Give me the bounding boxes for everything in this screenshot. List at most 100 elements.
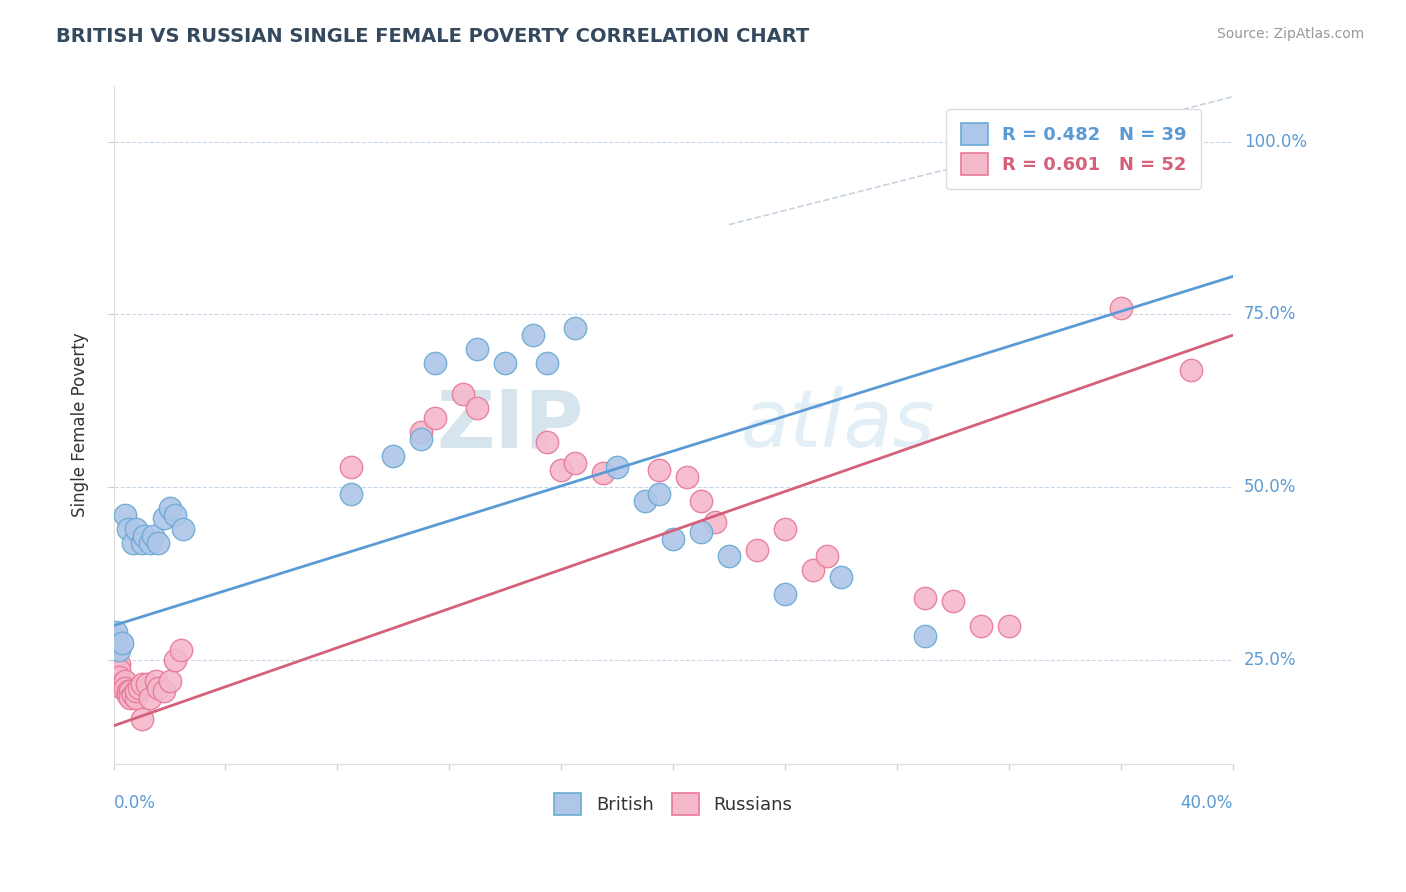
- Legend: British, Russians: British, Russians: [547, 786, 799, 822]
- Point: [105, 632, 128, 647]
- Text: ZIP: ZIP: [436, 386, 583, 464]
- Point: [131, 535, 153, 549]
- Point: [914, 629, 936, 643]
- Point: [1180, 363, 1202, 377]
- Point: [914, 591, 936, 605]
- Point: [634, 494, 657, 508]
- Point: [606, 459, 628, 474]
- Point: [170, 642, 193, 657]
- Point: [108, 642, 131, 657]
- Point: [120, 684, 142, 698]
- Point: [125, 684, 148, 698]
- Point: [550, 463, 572, 477]
- Point: [159, 673, 181, 688]
- Text: 25.0%: 25.0%: [1244, 651, 1296, 669]
- Point: [465, 342, 488, 356]
- Point: [1095, 155, 1118, 169]
- Point: [145, 673, 167, 688]
- Point: [704, 515, 727, 529]
- Point: [773, 522, 796, 536]
- Text: Source: ZipAtlas.com: Source: ZipAtlas.com: [1216, 27, 1364, 41]
- Point: [120, 691, 142, 706]
- Point: [998, 618, 1021, 632]
- Point: [165, 653, 187, 667]
- Point: [676, 470, 699, 484]
- Point: [136, 677, 159, 691]
- Point: [815, 549, 838, 564]
- Point: [117, 522, 139, 536]
- Point: [411, 432, 433, 446]
- Point: [108, 670, 131, 684]
- Point: [139, 691, 162, 706]
- Point: [105, 649, 128, 664]
- Point: [153, 511, 176, 525]
- Point: [148, 681, 170, 695]
- Point: [718, 549, 741, 564]
- Point: [564, 456, 586, 470]
- Point: [105, 625, 128, 640]
- Point: [648, 487, 671, 501]
- Point: [340, 459, 363, 474]
- Point: [105, 632, 128, 647]
- Point: [942, 594, 965, 608]
- Point: [690, 494, 713, 508]
- Point: [108, 664, 131, 678]
- Point: [340, 487, 363, 501]
- Point: [122, 535, 145, 549]
- Point: [122, 688, 145, 702]
- Point: [108, 657, 131, 671]
- Point: [984, 155, 1007, 169]
- Point: [114, 508, 136, 522]
- Point: [690, 525, 713, 540]
- Point: [592, 467, 614, 481]
- Y-axis label: Single Female Poverty: Single Female Poverty: [72, 333, 89, 517]
- Point: [117, 684, 139, 698]
- Text: BRITISH VS RUSSIAN SINGLE FEMALE POVERTY CORRELATION CHART: BRITISH VS RUSSIAN SINGLE FEMALE POVERTY…: [56, 27, 810, 45]
- Text: 40.0%: 40.0%: [1181, 795, 1233, 813]
- Point: [801, 563, 824, 577]
- Point: [111, 677, 134, 691]
- Point: [536, 435, 558, 450]
- Point: [159, 501, 181, 516]
- Point: [970, 155, 993, 169]
- Point: [1081, 155, 1104, 169]
- Point: [139, 535, 162, 549]
- Point: [117, 688, 139, 702]
- Text: 75.0%: 75.0%: [1244, 305, 1296, 324]
- Point: [648, 463, 671, 477]
- Point: [142, 529, 165, 543]
- Point: [465, 401, 488, 415]
- Point: [453, 387, 475, 401]
- Point: [536, 356, 558, 370]
- Point: [564, 321, 586, 335]
- Point: [134, 529, 156, 543]
- Point: [131, 712, 153, 726]
- Point: [970, 618, 993, 632]
- Point: [153, 684, 176, 698]
- Point: [425, 411, 447, 425]
- Point: [522, 328, 544, 343]
- Point: [425, 356, 447, 370]
- Point: [773, 587, 796, 601]
- Point: [148, 535, 170, 549]
- Point: [830, 570, 852, 584]
- Point: [111, 681, 134, 695]
- Point: [125, 691, 148, 706]
- Text: atlas: atlas: [741, 386, 935, 464]
- Point: [662, 532, 685, 546]
- Point: [125, 522, 148, 536]
- Point: [411, 425, 433, 439]
- Point: [128, 681, 150, 695]
- Point: [173, 522, 195, 536]
- Point: [131, 677, 153, 691]
- Point: [745, 542, 768, 557]
- Point: [1109, 301, 1132, 315]
- Point: [494, 356, 516, 370]
- Point: [111, 636, 134, 650]
- Text: 100.0%: 100.0%: [1244, 133, 1308, 151]
- Point: [114, 681, 136, 695]
- Point: [114, 673, 136, 688]
- Point: [382, 449, 405, 463]
- Point: [165, 508, 187, 522]
- Text: 50.0%: 50.0%: [1244, 478, 1296, 496]
